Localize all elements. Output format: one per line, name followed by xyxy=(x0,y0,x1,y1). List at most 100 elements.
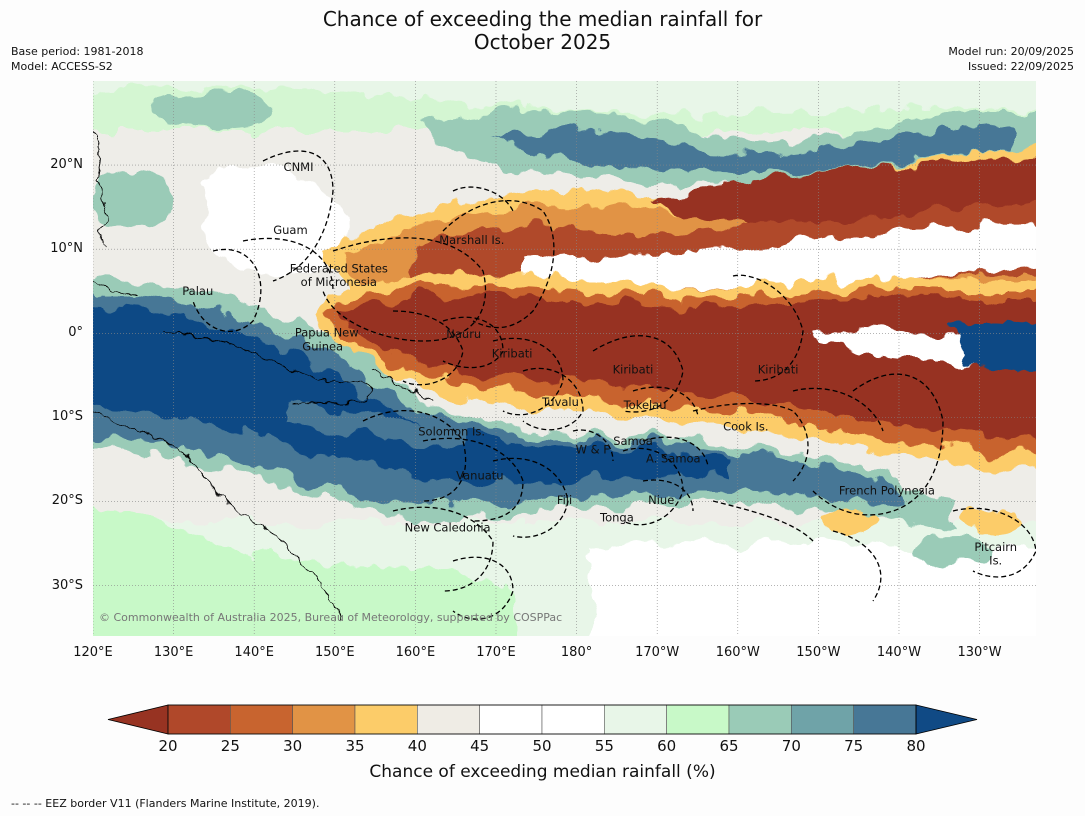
lon-tick-label: 150°E xyxy=(315,645,355,660)
place-label: Solomon Is. xyxy=(418,425,485,439)
place-label: Samoa xyxy=(613,434,653,448)
lon-tick-label: 140°E xyxy=(234,645,274,660)
eez-palau xyxy=(192,248,262,332)
place-label: Marshall Is. xyxy=(439,233,504,247)
place-label: W & F xyxy=(576,442,610,456)
place-label: Tokelau xyxy=(623,398,667,412)
coast-new-guinea xyxy=(162,330,373,404)
coast-australia xyxy=(93,410,344,622)
colorbar-over-arrow xyxy=(915,704,978,735)
eez-borders xyxy=(192,150,1036,620)
eez-tonga xyxy=(622,447,684,526)
field-east-blue xyxy=(953,323,1036,373)
model-name: Model: ACCESS-S2 xyxy=(11,60,113,73)
colorbar-cell xyxy=(479,704,543,735)
field-blob-nw xyxy=(153,93,273,129)
eez-guam xyxy=(242,237,334,292)
colorbar-tick-label: 70 xyxy=(781,737,801,755)
place-label: Pitcairn xyxy=(974,540,1017,554)
field-white-gap xyxy=(523,224,1036,291)
eez-norfolk xyxy=(452,556,514,620)
eez-nauru xyxy=(442,316,504,369)
lon-tick-label: 160°E xyxy=(395,645,436,660)
place-label: Fiji xyxy=(557,493,572,507)
map-title: Chance of exceeding the median rainfall … xyxy=(0,8,1085,54)
place-label: of Micronesia xyxy=(301,275,377,289)
eez-tuvalu xyxy=(522,367,584,431)
colorbar-cell xyxy=(791,704,854,735)
place-label: Kiribati xyxy=(613,362,654,376)
eez-solomon xyxy=(362,409,467,502)
place-label: Vanuatu xyxy=(456,468,503,482)
eez-new-caledonia xyxy=(392,506,494,592)
eez-marshall xyxy=(442,199,555,329)
colorbar-cell xyxy=(853,704,917,735)
field-north-teal xyxy=(423,110,1036,186)
lon-tick-label: 130°W xyxy=(957,645,1002,660)
eez-tokelau xyxy=(632,386,699,417)
eez-png-north xyxy=(392,310,464,386)
place-label: Kiribati xyxy=(492,346,533,360)
lon-tick-label: 140°W xyxy=(876,645,922,660)
colorbar-tick-label: 20 xyxy=(158,737,178,755)
field-blob-orange-2 xyxy=(963,509,1023,533)
colorbar-tick-label: 65 xyxy=(719,737,739,755)
colorbar-cells xyxy=(107,704,978,735)
lon-tick-label: 130°E xyxy=(153,645,194,660)
place-label: Tonga xyxy=(599,510,634,524)
field-dry-north xyxy=(653,154,1036,223)
place-label: Guam xyxy=(273,223,307,237)
lat-tick-label: 10°N xyxy=(50,241,83,257)
place-label: Kiribati xyxy=(758,362,799,376)
lon-tick-label: 160°W xyxy=(715,645,760,660)
eez-vanuatu xyxy=(422,437,524,522)
eez-cook-north xyxy=(792,387,884,432)
colorbar-tick-label: 75 xyxy=(844,737,864,755)
colorbar-frame xyxy=(167,704,917,735)
field-blob-west xyxy=(93,171,173,231)
field-south-green xyxy=(93,505,513,636)
probability-fields xyxy=(93,81,1036,636)
lat-tick-label: 20°S xyxy=(51,493,83,509)
place-label: New Caledonia xyxy=(405,521,491,535)
rainfall-map: CNMI Guam Marshall Is. Federated States of M… xyxy=(93,81,1036,636)
eez-kiribati-east xyxy=(732,274,804,382)
lat-tick-label: 0° xyxy=(68,325,83,341)
place-label: CNMI xyxy=(284,160,314,174)
colorbar-tick-label: 45 xyxy=(470,737,490,755)
lon-tick-label: 150°W xyxy=(796,645,841,660)
colorbar-under-arrow xyxy=(107,704,169,735)
field-wet-75 xyxy=(93,295,903,506)
eez-fiji xyxy=(492,457,569,538)
colorbar-cell xyxy=(230,704,293,735)
field-north-blue xyxy=(493,126,1013,174)
field-south-white xyxy=(593,540,1036,636)
coast-new-britain xyxy=(372,370,434,402)
eez-footnote: -- -- -- EEZ border V11 (Flanders Marine… xyxy=(11,797,320,810)
place-label: Is. xyxy=(989,553,1002,567)
colorbar-tick-label: 60 xyxy=(657,737,677,755)
eez-micronesia xyxy=(322,237,487,342)
place-label: Tuvalu xyxy=(541,395,579,409)
model-run: Model run: 20/09/2025 xyxy=(948,45,1074,58)
eez-french-polynesia xyxy=(812,373,944,516)
place-label: A. Samoa xyxy=(646,452,701,466)
field-wet-png-gap xyxy=(283,401,473,446)
colorbar-cell xyxy=(292,704,356,735)
place-label: Cook Is. xyxy=(723,420,768,434)
eez-kiribati-central xyxy=(592,335,684,413)
eez-kiribati-west xyxy=(492,337,564,416)
meta-right: Model run: 20/09/2025 Issued: 22/09/2025 xyxy=(948,44,1074,74)
lon-tick-label: 170°E xyxy=(476,645,516,660)
colorbar-cell xyxy=(604,704,667,735)
colorbar-tick-label: 30 xyxy=(283,737,303,755)
place-label: Guinea xyxy=(302,340,343,354)
lon-tick-label: 120°E xyxy=(73,645,113,660)
place-label: French Polynesia xyxy=(839,484,935,498)
eez-cnmi xyxy=(262,150,334,282)
field-blob-orange xyxy=(823,511,883,531)
place-label: Papua New xyxy=(295,325,359,339)
eez-cook-south xyxy=(712,500,814,542)
field-north-pale xyxy=(93,81,1036,114)
